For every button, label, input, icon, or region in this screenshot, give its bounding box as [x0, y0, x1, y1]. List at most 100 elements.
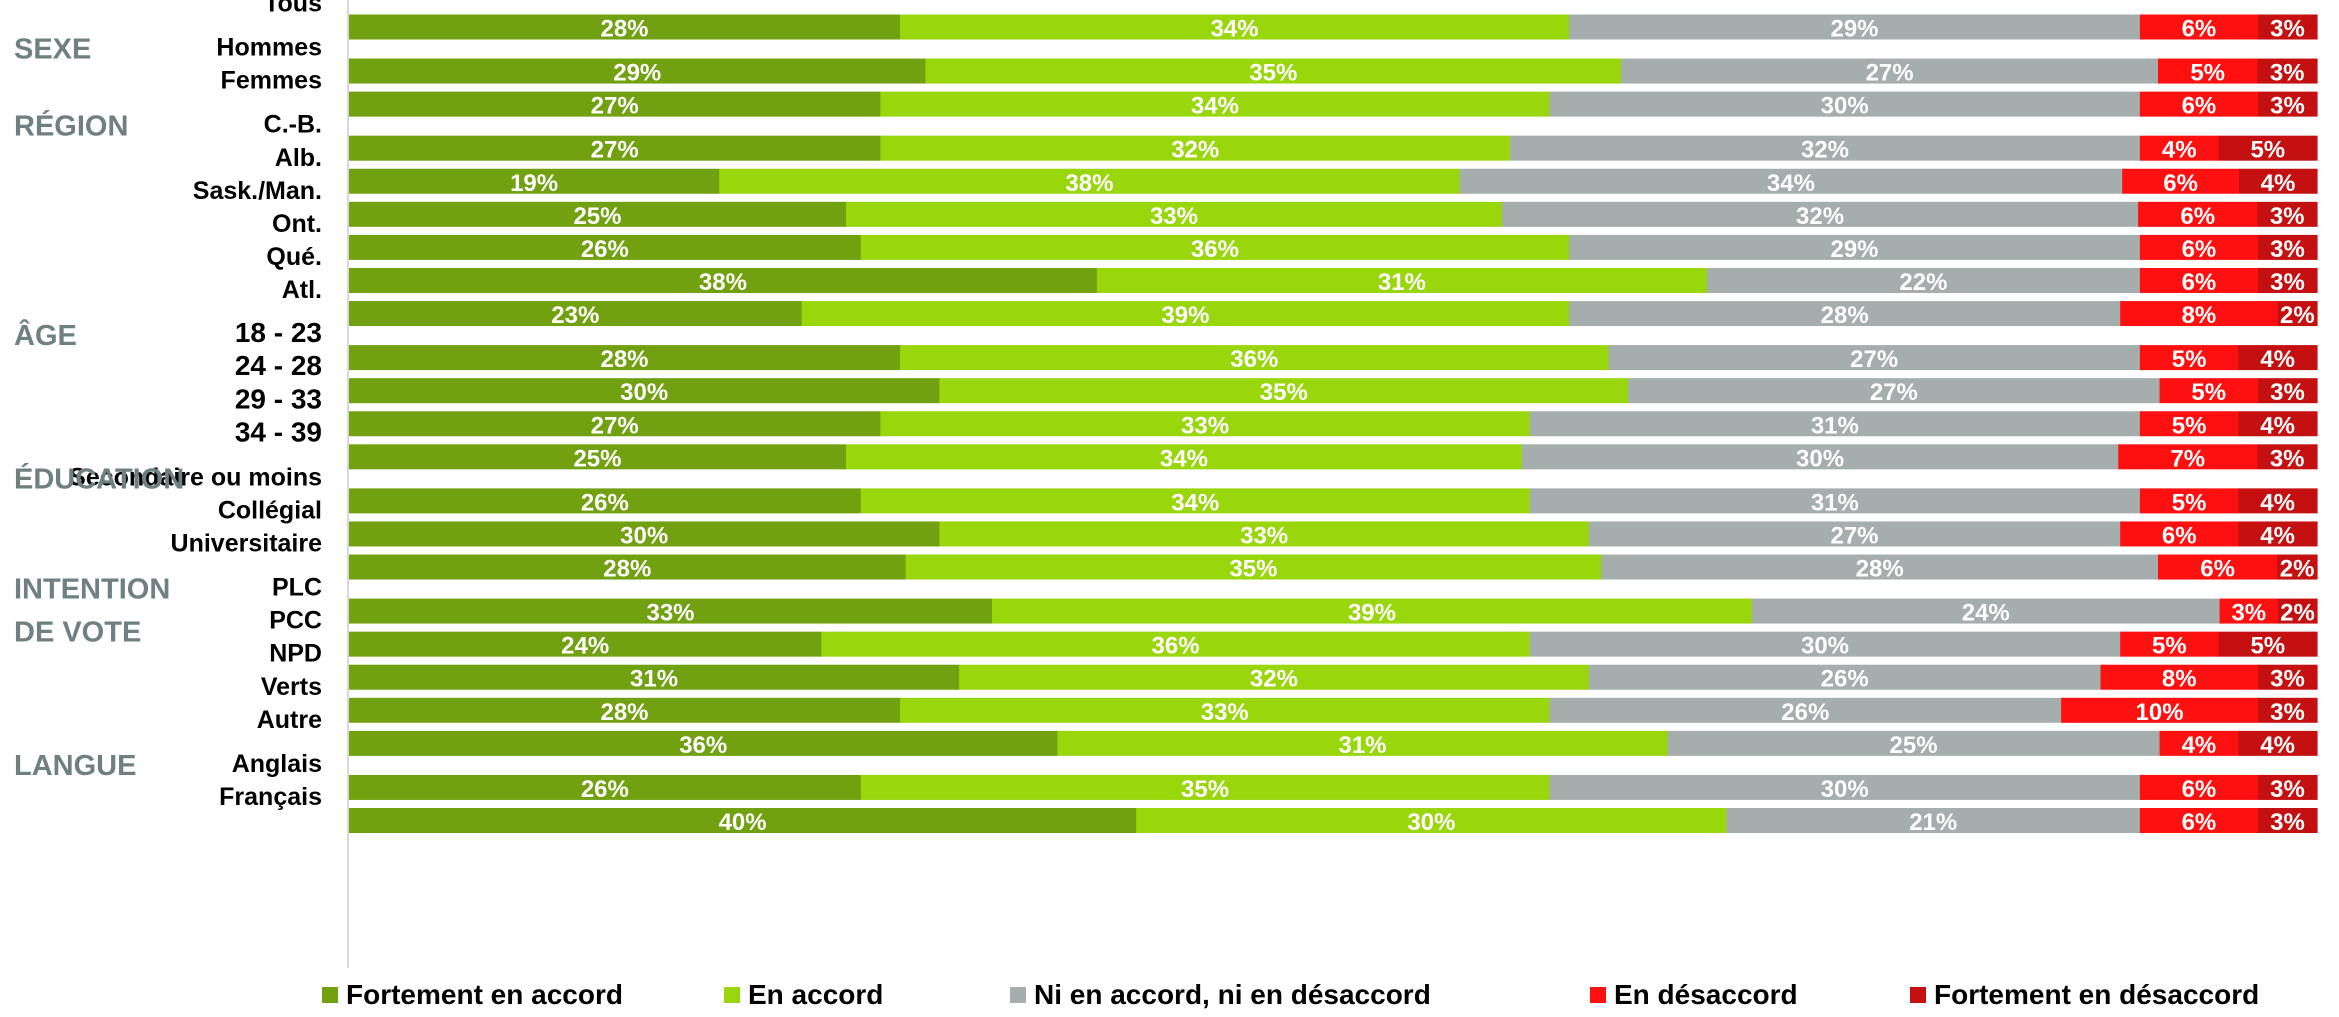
- bar-plc-ni-en-accord-ni-en-desaccord: [1751, 598, 2221, 624]
- bar-c-b-en-accord: [880, 135, 1511, 161]
- bar-francais-fortement-en-desaccord: [2257, 808, 2318, 833]
- data-label-c-b-fortement-en-desaccord: 5%: [2250, 137, 2285, 164]
- data-label-verts-fortement-en-accord: 28%: [600, 699, 648, 726]
- data-label-npd-fortement-en-accord: 31%: [630, 666, 678, 693]
- bar-row-autre: Autre 36% 31% 25% 4% 4%: [257, 706, 2318, 759]
- bar-francais-en-accord: [1136, 808, 1728, 833]
- bar-34-39-ni-en-accord-ni-en-desaccord: [1521, 444, 2119, 470]
- bar-collegial-fortement-en-desaccord: [2238, 521, 2318, 547]
- bar-universitaire-fortement-en-accord: [349, 554, 907, 580]
- bar-alb-en-accord: [719, 168, 1461, 194]
- bar-18-23-fortement-en-accord: [349, 345, 901, 371]
- data-label-plc-fortement-en-desaccord: 2%: [2280, 600, 2315, 627]
- bar-row-femmes: Femmes 27% 34% 30% 6% 3%: [221, 67, 2318, 120]
- data-label-hommes-en-desaccord: 5%: [2190, 60, 2225, 87]
- data-label-secondaire-ou-moins-fortement-en-desaccord: 4%: [2260, 489, 2295, 516]
- data-label-anglais-en-accord: 35%: [1181, 776, 1229, 803]
- row-label-femmes: Femmes: [221, 67, 322, 95]
- bar-anglais-fortement-en-accord: [349, 774, 862, 800]
- data-label-34-39-fortement-en-accord: 25%: [573, 445, 621, 472]
- bar-tous-ni-en-accord-ni-en-desaccord: [1569, 14, 2141, 40]
- bar-atl-fortement-en-accord: [349, 301, 803, 327]
- row-label-hommes: Hommes: [216, 34, 322, 62]
- bar-24-28-ni-en-accord-ni-en-desaccord: [1628, 378, 2161, 404]
- bar-npd-fortement-en-accord: [349, 664, 960, 690]
- bar-collegial-en-desaccord: [2120, 521, 2239, 547]
- data-label-18-23-fortement-en-accord: 28%: [600, 346, 648, 373]
- row-label-npd: NPD: [269, 640, 322, 668]
- bar-sask-man-fortement-en-accord: [349, 201, 847, 227]
- row-label-anglais: Anglais: [232, 750, 322, 778]
- data-label-29-33-en-desaccord: 5%: [2172, 412, 2207, 439]
- bar-alb-ni-en-accord-ni-en-desaccord: [1459, 168, 2123, 194]
- bar-ont-fortement-en-accord: [349, 234, 862, 260]
- legend-item-ni-en-accord-ni-en-desaccord: Ni en accord, ni en désaccord: [1010, 979, 1431, 1010]
- data-label-francais-fortement-en-desaccord: 3%: [2270, 809, 2305, 836]
- bar-row-secondaire-ou-moins: Secondaire ou moins 26% 34% 31% 5% 4%: [69, 463, 2318, 516]
- data-label-secondaire-ou-moins-fortement-en-accord: 26%: [581, 489, 629, 516]
- group-labels: SEXE RÉGION ÂGE ÉDUCATION INTENTION DE VOTE LA…: [14, 33, 184, 781]
- bar-femmes-en-desaccord: [2139, 91, 2259, 117]
- bar-autre-fortement-en-desaccord: [2238, 730, 2318, 756]
- bar-tous-fortement-en-desaccord: [2257, 14, 2318, 40]
- data-label-universitaire-en-accord: 35%: [1229, 556, 1277, 583]
- legend-item-fortement-en-desaccord: Fortement en désaccord: [1910, 979, 2259, 1010]
- bar-autre-ni-en-accord-ni-en-desaccord: [1667, 730, 2161, 756]
- bar-que-ni-en-accord-ni-en-desaccord: [1706, 267, 2141, 293]
- data-label-collegial-en-desaccord: 6%: [2162, 522, 2197, 549]
- bar-24-28-en-desaccord: [2159, 378, 2259, 404]
- bar-hommes-en-accord: [925, 58, 1622, 84]
- bar-row-pcc: PCC 24% 36% 30% 5% 5%: [269, 607, 2318, 660]
- data-label-29-33-ni-en-accord-ni-en-desaccord: 31%: [1811, 412, 1859, 439]
- data-label-pcc-ni-en-accord-ni-en-desaccord: 30%: [1801, 633, 1849, 660]
- bar-anglais-ni-en-accord-ni-en-desaccord: [1549, 774, 2141, 800]
- data-label-alb-fortement-en-desaccord: 4%: [2261, 170, 2296, 197]
- data-label-tous-fortement-en-accord: 28%: [600, 16, 648, 43]
- bar-collegial-fortement-en-accord: [349, 521, 940, 547]
- data-label-universitaire-fortement-en-accord: 28%: [603, 556, 651, 583]
- bar-alb-en-desaccord: [2122, 168, 2240, 194]
- bar-que-en-desaccord: [2139, 267, 2259, 293]
- row-label-pcc: PCC: [269, 607, 322, 635]
- bar-alb-fortement-en-accord: [349, 168, 720, 194]
- data-label-tous-ni-en-accord-ni-en-desaccord: 29%: [1830, 16, 1878, 43]
- bar-pcc-en-desaccord: [2120, 631, 2220, 657]
- data-label-secondaire-ou-moins-en-accord: 34%: [1171, 489, 1219, 516]
- bar-row-collegial: Collégial 30% 33% 27% 6% 4%: [218, 496, 2318, 549]
- row-label-ont: Ont.: [272, 210, 322, 238]
- data-label-francais-fortement-en-accord: 40%: [719, 809, 767, 836]
- group-label-intention-de-vote: DE VOTE: [14, 616, 141, 648]
- bar-18-23-en-accord: [900, 345, 1610, 371]
- bar-francais-fortement-en-accord: [349, 808, 1137, 833]
- data-label-anglais-fortement-en-desaccord: 3%: [2270, 776, 2305, 803]
- data-label-anglais-en-desaccord: 6%: [2182, 776, 2217, 803]
- data-label-collegial-ni-en-accord-ni-en-desaccord: 27%: [1830, 522, 1878, 549]
- bar-c-b-fortement-en-desaccord: [2218, 135, 2318, 161]
- data-label-femmes-en-desaccord: 6%: [2182, 93, 2217, 120]
- data-label-18-23-fortement-en-desaccord: 4%: [2260, 346, 2295, 373]
- data-label-universitaire-en-desaccord: 6%: [2200, 556, 2235, 583]
- data-label-plc-en-desaccord: 3%: [2231, 600, 2266, 627]
- data-label-29-33-fortement-en-desaccord: 4%: [2260, 412, 2295, 439]
- data-label-34-39-en-accord: 34%: [1160, 445, 1208, 472]
- bar-plc-fortement-en-desaccord: [2278, 598, 2318, 624]
- bar-hommes-fortement-en-desaccord: [2257, 58, 2318, 84]
- bar-29-33-fortement-en-desaccord: [2238, 411, 2318, 437]
- bar-atl-ni-en-accord-ni-en-desaccord: [1569, 301, 2121, 327]
- bar-sask-man-en-desaccord: [2138, 201, 2258, 227]
- bar-ont-en-desaccord: [2139, 234, 2259, 260]
- bar-c-b-fortement-en-accord: [349, 135, 881, 161]
- bar-collegial-en-accord: [939, 521, 1590, 547]
- bar-npd-en-accord: [959, 664, 1590, 690]
- bar-row-atl: Atl. 23% 39% 28% 8% 2%: [282, 276, 2318, 329]
- data-label-29-33-en-accord: 33%: [1181, 412, 1229, 439]
- legend-swatch-fortement-en-desaccord: [1910, 987, 1926, 1003]
- bar-femmes-ni-en-accord-ni-en-desaccord: [1549, 91, 2141, 117]
- data-label-universitaire-fortement-en-desaccord: 2%: [2280, 556, 2315, 583]
- data-label-atl-en-accord: 39%: [1161, 302, 1209, 329]
- data-label-c-b-ni-en-accord-ni-en-desaccord: 32%: [1801, 137, 1849, 164]
- data-label-femmes-ni-en-accord-ni-en-desaccord: 30%: [1821, 93, 1869, 120]
- data-label-verts-en-accord: 33%: [1201, 699, 1249, 726]
- group-label-region: RÉGION: [14, 109, 128, 143]
- data-label-que-fortement-en-desaccord: 3%: [2270, 269, 2305, 296]
